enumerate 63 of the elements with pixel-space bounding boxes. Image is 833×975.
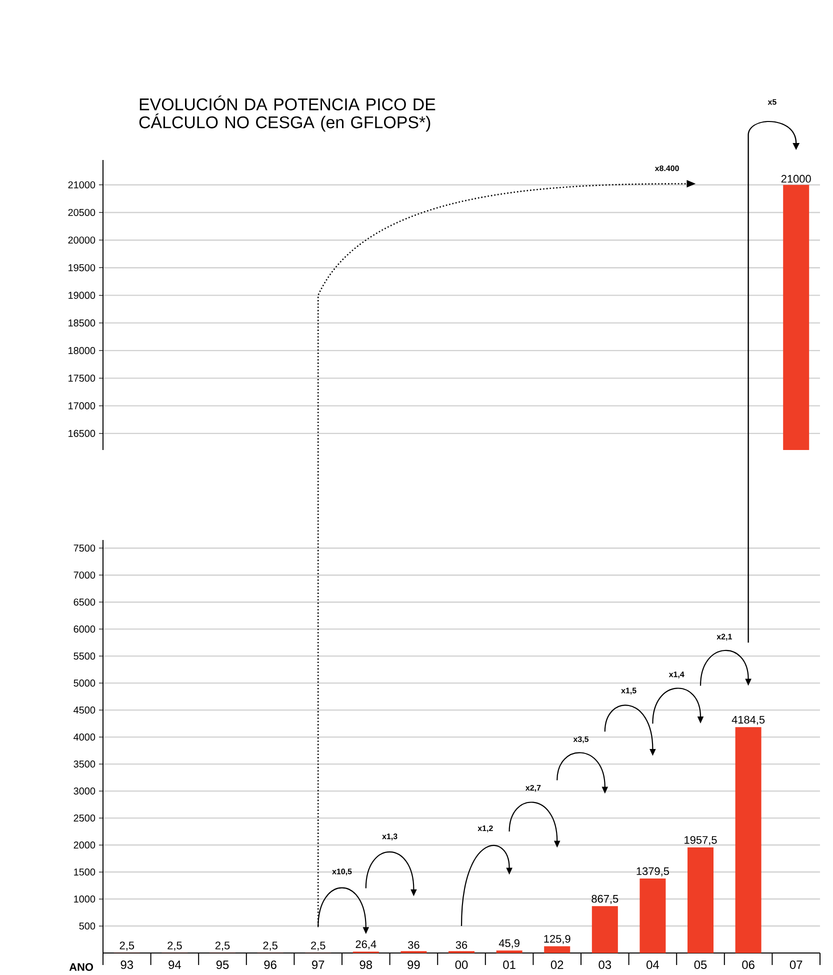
y-tick-label: 6500 [74,598,96,606]
y-tick-label: 16500 [68,430,96,437]
x-tick-label: 06 [742,960,754,969]
y-tick-label: 3000 [74,788,96,795]
data-label: 36 [408,941,420,949]
bar [544,946,570,954]
data-label: 2,5 [263,942,278,951]
y-tick-label: 4000 [74,734,96,741]
y-tick-label: 2000 [74,842,96,849]
y-tick-label: 3500 [74,760,96,768]
y-tick-label: 17000 [68,402,96,410]
y-tick-label: 20500 [68,208,96,216]
data-label: 2,5 [120,942,134,951]
x-tick-label: 96 [264,960,276,969]
data-label: 2,5 [215,942,230,951]
y-tick-label: 2500 [74,814,96,822]
data-label: 4184,5 [732,716,765,725]
x-tick-label: 05 [694,960,707,969]
data-label: 2,5 [311,942,326,951]
bar [688,847,714,954]
data-label: 2,5 [168,942,182,951]
y-tick-label: 18000 [68,347,96,354]
data-label: 36 [456,941,468,949]
x-tick-label: 00 [455,960,468,969]
y-tick-label: 6000 [74,626,96,633]
y-tick-label: 500 [79,922,96,930]
bar [592,906,618,954]
y-tick-label: 20000 [68,236,96,244]
x-tick-label: 07 [790,960,802,969]
bar [640,878,666,954]
x-tick-label: 02 [550,960,564,969]
data-label: 26,4 [356,940,376,950]
data-label: 45,9 [498,939,520,948]
data-label: 21000 [781,174,811,183]
x-tick-label: 97 [312,960,324,969]
x-tick-label: 94 [168,960,181,969]
x-tick-label: 03 [598,960,612,969]
bar [735,727,762,954]
y-tick-label: 4500 [74,706,96,714]
y-tick-label: 7500 [74,544,96,552]
x-tick-label: 98 [360,960,372,969]
data-label: 1957,5 [684,836,717,846]
x-tick-label: 95 [216,960,229,969]
y-tick-label: 19500 [68,264,96,272]
y-tick-label: 1500 [74,868,96,876]
data-label: 125,9 [544,934,570,944]
y-tick-label: 19000 [68,292,96,299]
y-tick-label: 21000 [68,181,96,188]
x-tick-label: 93 [120,960,134,969]
y-tick-label: 7000 [74,572,96,579]
y-tick-label: 17500 [68,374,96,382]
x-tick-label: 01 [503,960,516,969]
x-tick-label: 99 [408,960,420,969]
data-label: 867,5 [592,894,618,904]
chart-title: EVOLUCIÓN DA POTENCIA PICO DE CÁLCULO NO CESGA (en GFLOPS*) [139,96,436,132]
y-tick-label: 5500 [74,652,96,660]
y-tick-label: 18500 [68,319,96,326]
x-tick-label: 04 [646,960,659,969]
bar [496,950,522,954]
y-tick-label: 5000 [74,680,96,687]
data-label: 1379,5 [636,867,669,876]
x-axis-title: ANO [69,963,94,971]
y-tick-label: 1000 [74,896,96,903]
